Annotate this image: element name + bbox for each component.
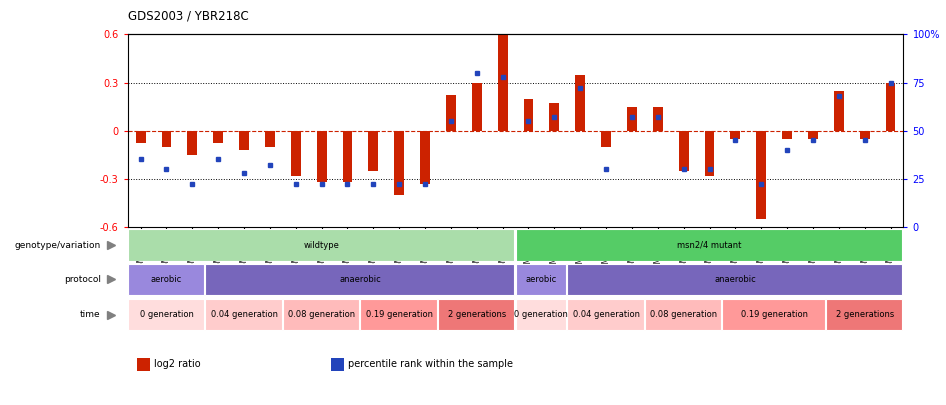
Bar: [627, 107, 637, 130]
Bar: [653, 107, 663, 130]
Text: 0.19 generation: 0.19 generation: [741, 310, 808, 319]
Bar: [213, 130, 223, 143]
Bar: [368, 130, 378, 171]
Bar: [394, 130, 404, 195]
Bar: [808, 130, 818, 139]
Bar: [678, 130, 689, 171]
Text: 0.08 generation: 0.08 generation: [289, 310, 355, 319]
Text: log2 ratio: log2 ratio: [154, 359, 201, 369]
Bar: [550, 103, 559, 130]
Bar: [860, 130, 869, 139]
Text: aerobic: aerobic: [526, 275, 557, 284]
Bar: [826, 299, 902, 330]
Text: 0.08 generation: 0.08 generation: [650, 310, 717, 319]
Bar: [205, 299, 282, 330]
Bar: [290, 130, 301, 175]
Text: 0.04 generation: 0.04 generation: [572, 310, 639, 319]
Bar: [438, 299, 515, 330]
Bar: [128, 264, 204, 295]
Bar: [360, 299, 437, 330]
Bar: [265, 130, 275, 147]
Bar: [283, 299, 359, 330]
Bar: [782, 130, 792, 139]
Bar: [187, 130, 198, 155]
Bar: [137, 358, 149, 371]
Bar: [568, 299, 643, 330]
Bar: [523, 98, 534, 130]
Bar: [575, 75, 586, 130]
Bar: [472, 83, 482, 130]
Text: time: time: [80, 310, 100, 319]
Bar: [420, 130, 430, 183]
Bar: [756, 130, 766, 219]
Text: 2 generations: 2 generations: [835, 310, 894, 319]
Text: 0.19 generation: 0.19 generation: [366, 310, 432, 319]
Text: 2 generations: 2 generations: [447, 310, 506, 319]
Text: genotype/variation: genotype/variation: [14, 241, 100, 249]
Bar: [516, 230, 902, 260]
Text: GDS2003 / YBR218C: GDS2003 / YBR218C: [128, 9, 249, 22]
Bar: [342, 130, 353, 182]
Bar: [705, 130, 714, 175]
Bar: [516, 264, 566, 295]
Bar: [833, 91, 844, 130]
Text: aerobic: aerobic: [150, 275, 183, 284]
Text: anaerobic: anaerobic: [714, 275, 756, 284]
Bar: [568, 264, 902, 295]
Bar: [205, 264, 515, 295]
Text: anaerobic: anaerobic: [340, 275, 381, 284]
Bar: [331, 358, 343, 371]
Bar: [317, 130, 326, 182]
Bar: [645, 299, 721, 330]
Bar: [516, 299, 566, 330]
Bar: [723, 299, 825, 330]
Bar: [730, 130, 741, 139]
Bar: [135, 130, 146, 143]
Bar: [498, 34, 508, 130]
Text: 0 generation: 0 generation: [140, 310, 193, 319]
Bar: [128, 230, 515, 260]
Bar: [885, 83, 896, 130]
Text: 0 generation: 0 generation: [515, 310, 569, 319]
Bar: [128, 299, 204, 330]
Bar: [239, 130, 249, 150]
Bar: [162, 130, 171, 147]
Bar: [446, 95, 456, 130]
Text: 0.04 generation: 0.04 generation: [211, 310, 277, 319]
Text: wildtype: wildtype: [304, 241, 340, 249]
Bar: [601, 130, 611, 147]
Text: percentile rank within the sample: percentile rank within the sample: [348, 359, 513, 369]
Text: msn2/4 mutant: msn2/4 mutant: [677, 241, 742, 249]
Text: protocol: protocol: [63, 275, 100, 284]
